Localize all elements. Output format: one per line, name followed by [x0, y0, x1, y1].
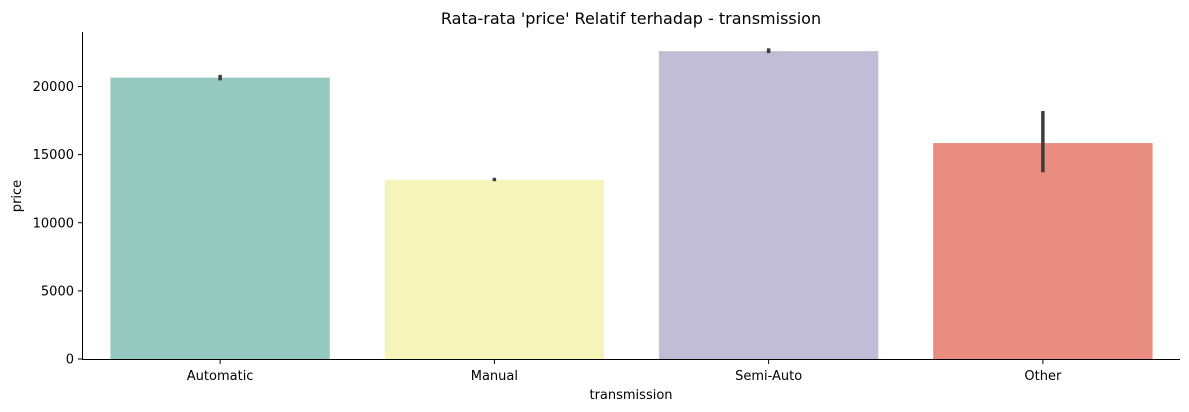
- x-tick-label: Manual: [471, 369, 518, 384]
- x-axis-label: transmission: [589, 388, 672, 403]
- y-tick-label: 15000: [33, 148, 74, 163]
- bar-manual: [384, 179, 605, 359]
- x-tick-label: Semi-Auto: [735, 369, 802, 384]
- y-axis-label: price: [10, 180, 25, 212]
- error-bars-layer: [218, 48, 1045, 182]
- x-ticks-layer: Automatic Manual Semi-Auto Other: [187, 359, 1062, 384]
- y-tick-label: 5000: [41, 284, 74, 299]
- x-tick-label: Other: [1024, 369, 1062, 384]
- y-tick-label: 0: [66, 353, 74, 368]
- bar-semi-auto: [658, 51, 879, 359]
- chart-title: Rata-rata 'price' Relatif terhadap - tra…: [441, 9, 821, 28]
- y-tick-label: 20000: [33, 80, 74, 95]
- y-ticks-layer: 0 5000 10000 15000 20000: [33, 80, 83, 368]
- x-tick-label: Automatic: [187, 369, 254, 384]
- y-tick-label: 10000: [33, 216, 74, 231]
- bar-other: [933, 143, 1153, 359]
- bar-automatic: [110, 77, 330, 360]
- bars-layer: [110, 51, 1153, 360]
